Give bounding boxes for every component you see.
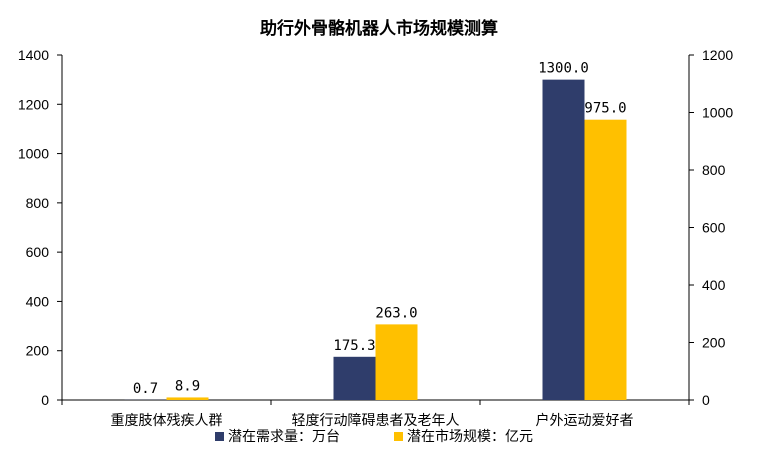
right-tick-label: 0 — [702, 392, 710, 408]
legend-label-market: 潜在市场规模：亿元 — [407, 428, 533, 445]
right-tick-label: 600 — [702, 220, 726, 236]
x-tick-label: 户外运动爱好者 — [536, 412, 634, 429]
plot-area: 0 200 400 600 800 1000 1200 1400 0 200 400 600 800 10… — [18, 47, 734, 429]
demand-bar — [333, 356, 376, 400]
left-tick-label: 400 — [26, 293, 50, 309]
left-tick-label: 800 — [26, 195, 50, 211]
legend-label-demand: 潜在需求量：万台 — [228, 429, 340, 445]
legend-swatch-demand — [215, 432, 224, 441]
market-data-label: 975.0 — [584, 101, 626, 117]
demand-data-label: 1300.0 — [538, 61, 589, 77]
right-tick-label: 1000 — [702, 105, 733, 121]
market-data-label: 8.9 — [175, 378, 200, 394]
right-tick-label: 1200 — [702, 47, 733, 63]
right-tick-label: 800 — [702, 162, 726, 178]
left-tick-label: 1000 — [18, 146, 49, 162]
legend: 潜在需求量：万台 潜在市场规模：亿元 — [215, 428, 533, 445]
left-tick-label: 200 — [26, 343, 50, 359]
demand-bar — [542, 79, 585, 401]
demand-data-label: 0.7 — [133, 381, 158, 397]
market-bar — [584, 119, 627, 400]
legend-swatch-market — [394, 432, 403, 441]
market-data-label: 263.0 — [375, 305, 417, 321]
left-tick-label: 1200 — [18, 96, 49, 112]
left-tick-label: 1400 — [18, 47, 49, 63]
right-tick-label: 200 — [702, 335, 726, 351]
demand-data-label: 175.3 — [333, 338, 375, 354]
left-tick-label: 600 — [26, 244, 50, 260]
x-tick-label: 轻度行动障碍患者及老年人 — [292, 413, 460, 429]
chart-title: 助行外骨骼机器人市场规模测算 — [260, 18, 498, 39]
left-tick-label: 0 — [41, 392, 49, 408]
market-bar — [375, 324, 418, 400]
right-tick-label: 400 — [702, 277, 726, 293]
x-tick-label: 重度肢体残疾人群 — [111, 413, 223, 429]
market-bar — [166, 397, 209, 400]
